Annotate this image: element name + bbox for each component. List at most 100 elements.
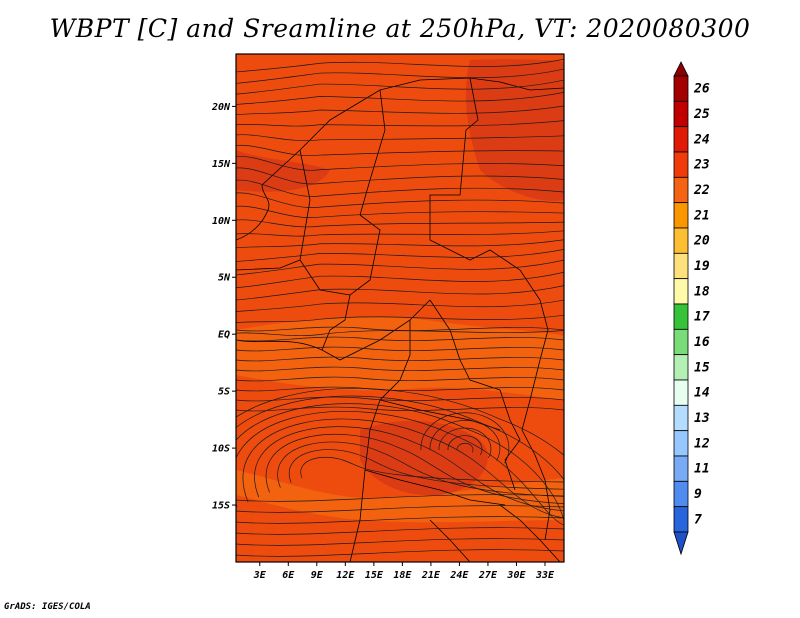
colorbar-swatch — [673, 75, 689, 102]
streamline — [236, 549, 564, 557]
longitude-axis: 3E 6E 9E 12E 15E 18E 21E 24E 27E 30E 33E — [253, 562, 555, 581]
streamline — [236, 192, 564, 208]
streamline — [438, 427, 492, 458]
streamline — [236, 205, 564, 219]
lon-label: 33E — [535, 570, 555, 581]
lon-label: 30E — [506, 570, 526, 581]
lon-label: 21E — [421, 570, 441, 581]
lon-label: 3E — [253, 570, 267, 581]
streamline — [236, 346, 564, 352]
colorbar-swatch — [673, 126, 689, 153]
streamline — [236, 376, 564, 382]
colorbar-label: 25 — [693, 107, 710, 122]
streamline — [236, 230, 564, 237]
streamline — [300, 456, 564, 483]
colorbar-swatch — [673, 430, 689, 457]
streamline — [236, 396, 564, 402]
lon-label: 27E — [478, 570, 498, 581]
boundary-line — [521, 429, 551, 541]
boundary-line — [429, 239, 541, 301]
colorbar-swatch — [673, 404, 689, 432]
colorbar-label: 17 — [694, 310, 710, 325]
colorbar-swatch — [673, 227, 689, 254]
boundary-line — [359, 89, 386, 216]
map-frame — [235, 53, 565, 563]
streamline — [236, 68, 564, 84]
lon-label: 24E — [449, 570, 469, 581]
streamline — [236, 527, 564, 535]
streamline — [265, 433, 564, 504]
colorbar-label: 20 — [693, 234, 710, 249]
country-boundaries — [236, 77, 564, 562]
lon-label: 12E — [336, 570, 355, 581]
streamline — [429, 420, 501, 461]
streamline — [277, 441, 564, 497]
lat-label: 10N — [212, 216, 231, 227]
streamline — [420, 412, 510, 464]
boundary-line — [349, 469, 366, 562]
lat-label: 20N — [211, 102, 231, 113]
colorbar-label: 7 — [694, 512, 702, 527]
colorbar-label: 15 — [694, 360, 710, 375]
colorbar-label: 23 — [693, 158, 710, 173]
streamline — [236, 516, 564, 524]
streamline — [236, 167, 564, 185]
colorbar-label: 13 — [694, 411, 710, 426]
streamline — [236, 336, 564, 342]
boundary-line — [499, 504, 561, 562]
boundary-line — [429, 519, 471, 562]
lat-label: 15N — [212, 159, 231, 170]
streamline — [236, 285, 564, 301]
latitude-axis: 20N 15N 10N 5N EQ 5S 10S 15S — [211, 102, 236, 512]
streamline — [236, 538, 564, 546]
boundary-line — [469, 77, 564, 91]
colorbar-swatch — [673, 202, 689, 229]
streamline — [242, 418, 564, 519]
colorbar-label: 26 — [693, 82, 710, 97]
colorbar-label: 18 — [694, 284, 710, 299]
colorbar-label: 19 — [694, 259, 710, 274]
streamline — [236, 239, 564, 249]
streamline — [236, 366, 564, 372]
streamline — [236, 58, 564, 73]
lat-label: 5N — [218, 273, 231, 284]
darker-patch-north — [465, 59, 564, 201]
streamline — [236, 356, 564, 362]
darker-patch-south — [360, 420, 488, 496]
boundary-line — [364, 469, 506, 506]
lon-label: 9E — [311, 570, 324, 581]
colorbar-label: 22 — [693, 183, 710, 198]
boundary-line — [499, 389, 521, 491]
colorbar-swatch — [673, 303, 689, 330]
colorbar-label: 9 — [694, 487, 702, 502]
colorbar-label: 21 — [693, 208, 710, 223]
colorbar-swatch — [673, 328, 689, 356]
streamline — [236, 388, 564, 547]
boundary-line — [236, 259, 301, 271]
colorbar-swatch — [673, 455, 689, 482]
colorbar-top-arrow — [673, 61, 689, 77]
colorbar-label: 14 — [694, 386, 710, 401]
streamline — [236, 406, 564, 412]
lat-label: 5S — [218, 387, 230, 398]
streamline — [236, 271, 564, 289]
streamline — [236, 105, 564, 116]
footer-credit: GrADS: IGES/COLA — [4, 602, 91, 612]
colorbar-swatch — [673, 506, 689, 533]
boundary-line — [429, 129, 467, 240]
page-title: WBPT [C] and Sreamline at 250hPa, VT: 20… — [49, 14, 751, 43]
streamline — [236, 92, 564, 105]
streamline — [447, 435, 483, 456]
streamline — [236, 505, 564, 513]
streamlines — [236, 58, 564, 557]
colorbar: 26 25 24 23 22 21 20 19 18 17 16 15 14 13 12 11 9 7 — [673, 61, 710, 556]
streamline — [236, 156, 564, 171]
streamline — [236, 299, 564, 312]
streamline — [236, 326, 564, 332]
streamline — [236, 249, 564, 262]
streamline — [236, 494, 564, 502]
streamline — [236, 134, 564, 142]
lat-label: 15S — [212, 501, 230, 512]
colorbar-swatch — [673, 252, 689, 280]
